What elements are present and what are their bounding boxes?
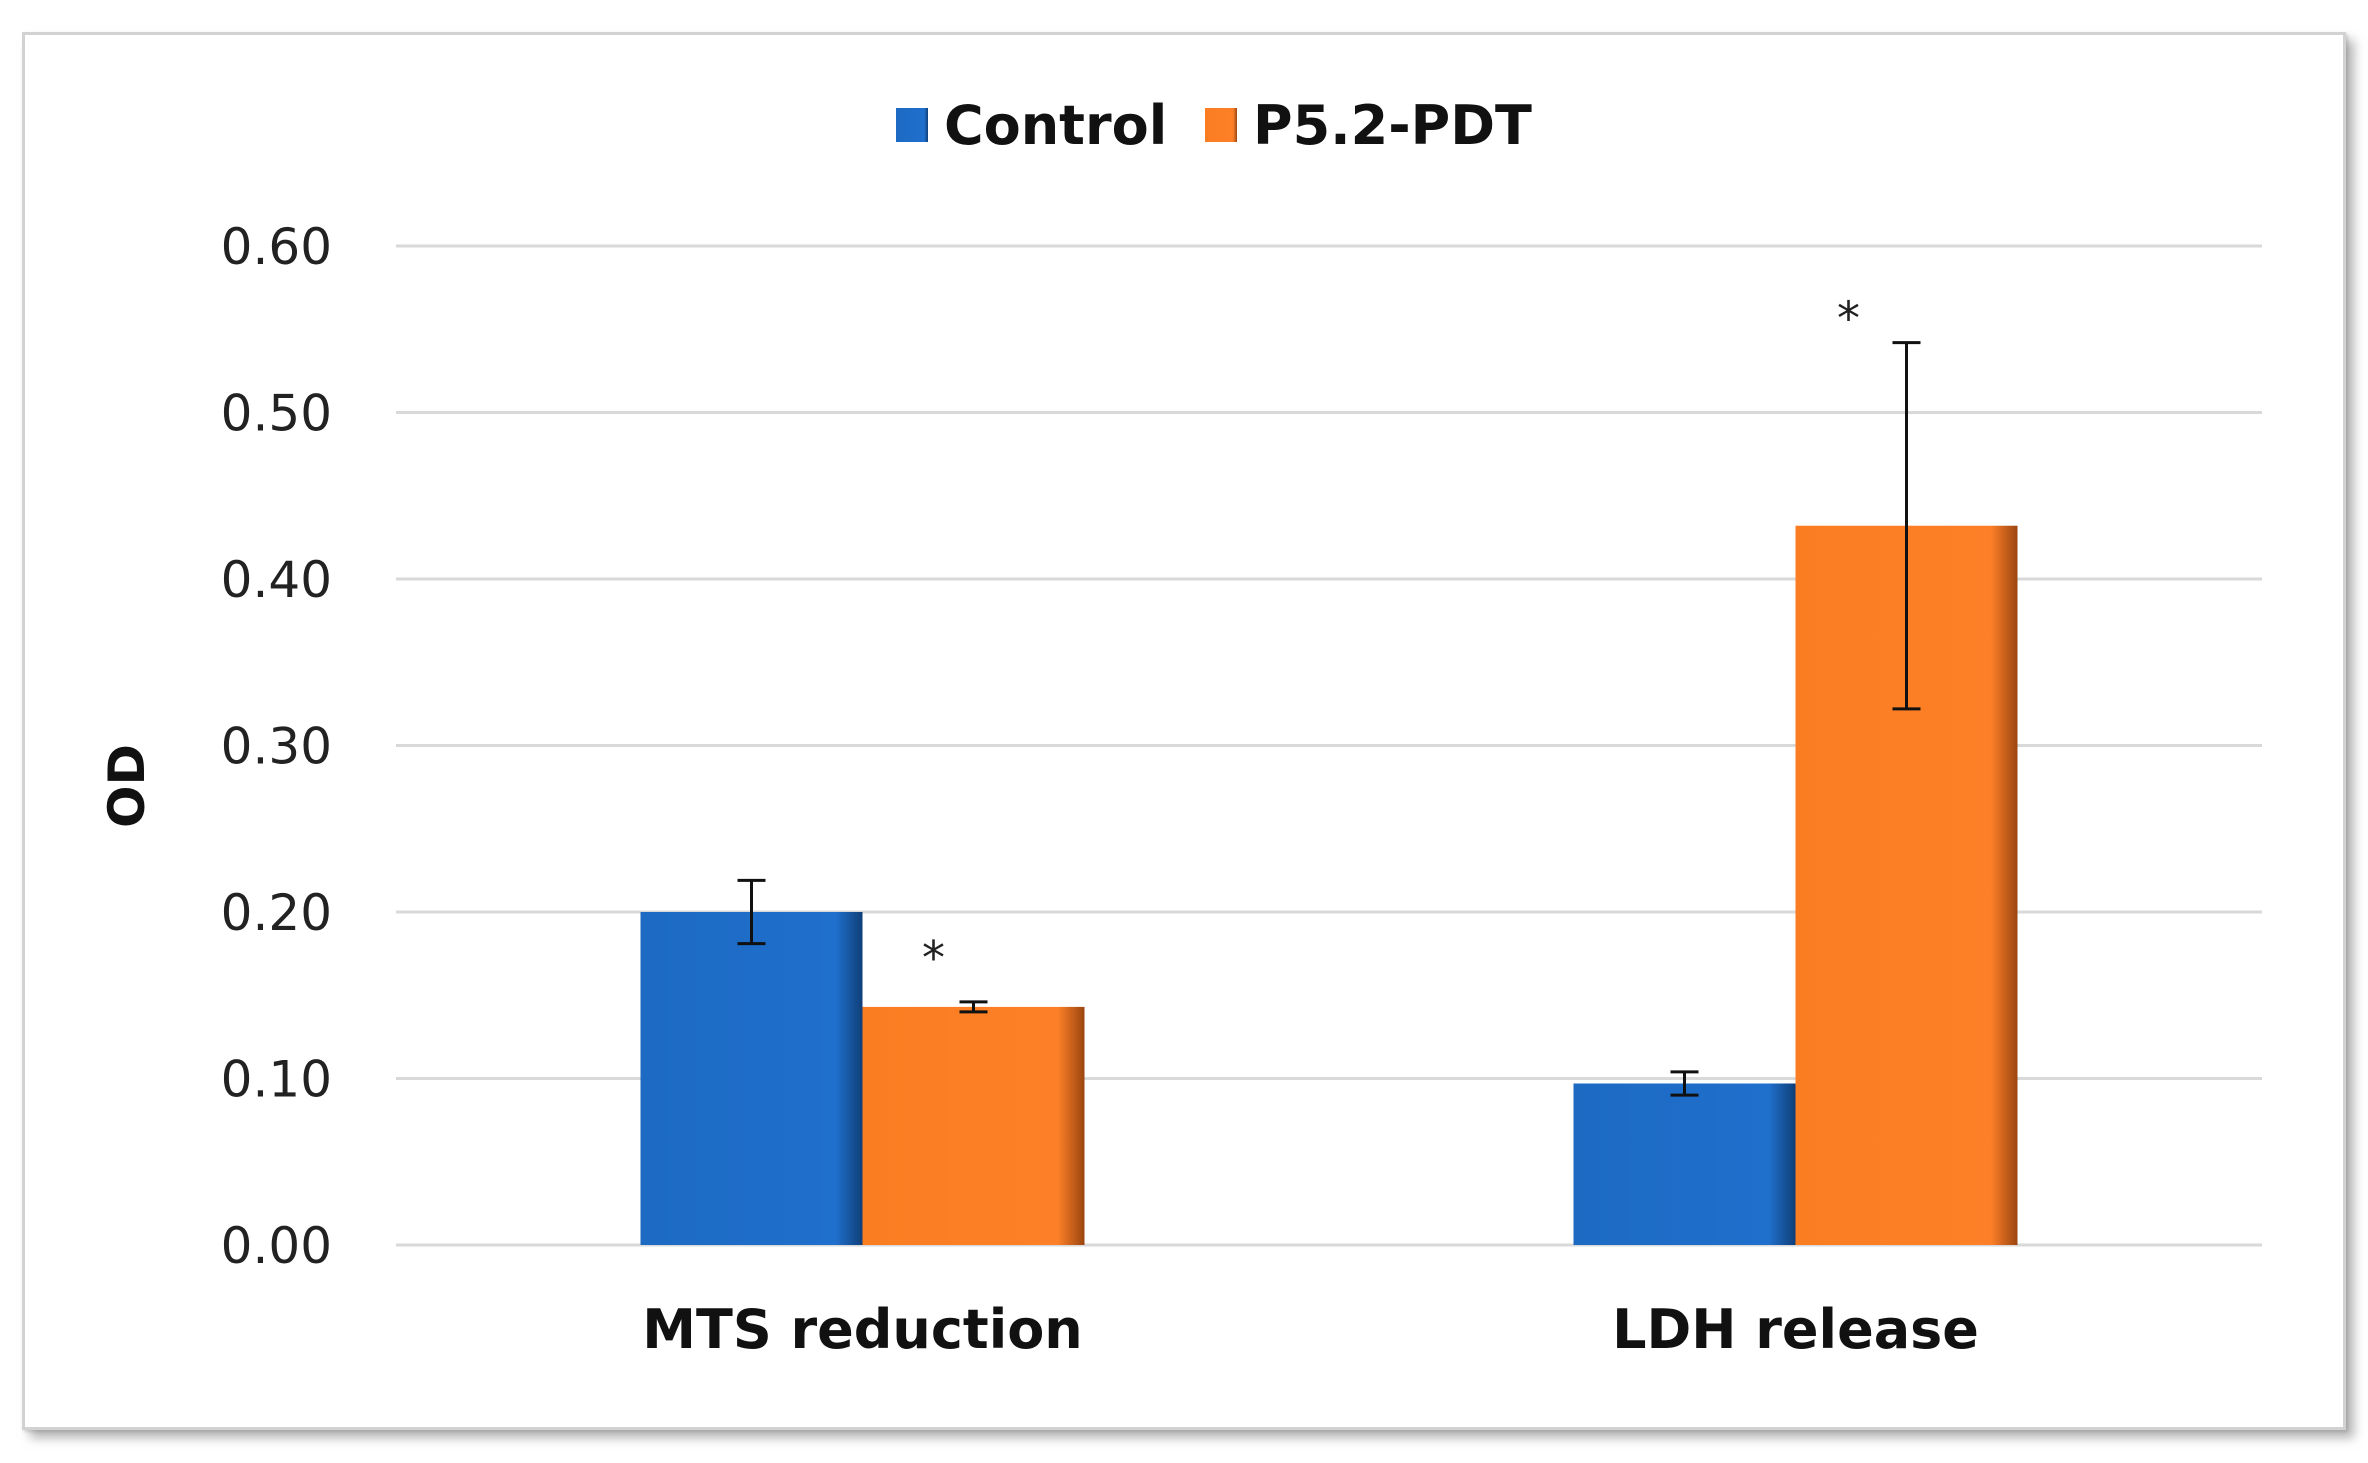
significance-marker-mts-reduction-series-1: * — [922, 931, 945, 985]
x-axis-labels: MTS reduction LDH release — [642, 1298, 1979, 1361]
y-axis-title: OD — [98, 744, 156, 828]
significance-marker-ldh-release-series-1: * — [1837, 292, 1860, 346]
legend-swatch-control — [896, 108, 928, 142]
y-tick-label-6: 0.60 — [221, 218, 332, 276]
y-axis-ticks: 0.00 0.10 0.20 0.30 0.40 0.50 0.60 — [221, 218, 332, 1275]
bar-mts-reduction-series-1 — [862, 1006, 1085, 1245]
y-tick-label-5: 0.50 — [221, 385, 332, 443]
legend-label-control: Control — [944, 94, 1167, 157]
bar-mts-reduction-series-0 — [640, 912, 863, 1245]
y-tick-label-4: 0.40 — [221, 551, 332, 609]
legend-label-p52-pdt: P5.2-PDT — [1253, 94, 1532, 157]
legend-swatch-p52-pdt — [1205, 108, 1237, 142]
legend: Control P5.2-PDT — [896, 94, 1532, 157]
y-tick-label-2: 0.20 — [221, 884, 332, 942]
x-category-label-1: LDH release — [1612, 1298, 1979, 1361]
bars — [640, 525, 2018, 1245]
error-bars: ** — [737, 292, 1921, 1097]
y-tick-label-3: 0.30 — [221, 718, 332, 776]
x-category-label-0: MTS reduction — [642, 1298, 1083, 1361]
y-tick-label-0: 0.00 — [221, 1217, 332, 1275]
y-tick-label-1: 0.10 — [221, 1051, 332, 1109]
bar-ldh-release-series-0 — [1573, 1083, 1796, 1245]
